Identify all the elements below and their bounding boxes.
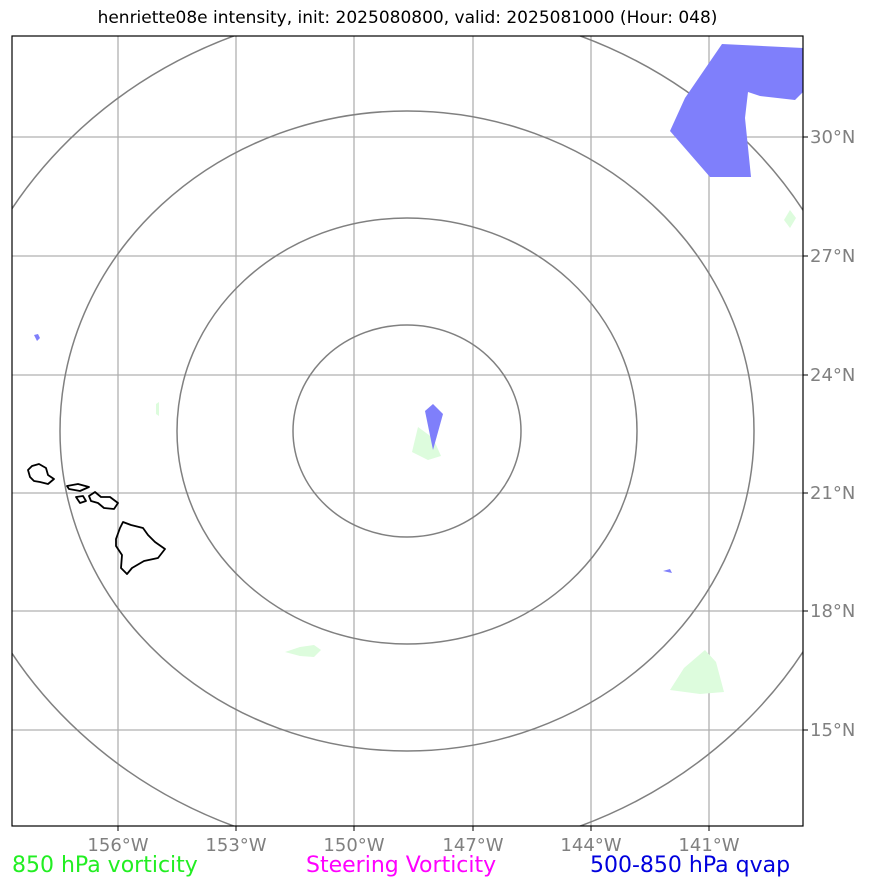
qvap-area-west [34,334,40,341]
hawaii-coastline [27,463,166,575]
qvap-area-northeast [670,44,803,177]
lon-label-144: 144°W [560,835,621,856]
legend-steering-vorticity: Steering Vorticity [306,853,497,878]
range-ring-3 [59,110,755,752]
lat-label-24: 24°N [810,365,855,386]
range-ring-1 [292,324,522,538]
maui-outline [88,491,119,510]
kauai-outline [27,463,55,485]
lat-label-15: 15°N [810,720,855,741]
lon-label-147: 147°W [442,835,503,856]
map-title: henriette08e intensity, init: 2025080800… [97,8,718,28]
lat-label-30: 30°N [810,127,855,148]
vorticity-contours [156,210,796,694]
molokai-outline [75,495,87,504]
lat-label-18: 18°N [810,601,855,622]
vorticity-area-center [412,427,441,460]
big-island-outline [115,521,166,575]
lat-label-27: 27°N [810,246,855,267]
legend-850-vorticity: 850 hPa vorticity [12,853,198,878]
lon-label-141: 141°W [678,835,739,856]
range-rings [12,36,803,826]
oahu-outline [66,483,90,492]
graticule [12,36,803,826]
qvap-contours [34,44,803,573]
vorticity-area-southeast [670,650,724,694]
lon-label-156: 156°W [87,835,148,856]
range-ring-2 [176,217,638,645]
lat-labels: 30°N 27°N 24°N 21°N 18°N 15°N [810,127,855,741]
qvap-area-center [425,404,443,450]
axis-ticks [117,136,808,831]
legend-qvap: 500-850 hPa qvap [590,853,791,878]
plot-frame [11,35,804,827]
qvap-area-east [663,569,672,573]
lat-label-21: 21°N [810,483,855,504]
vorticity-area-northeast [784,210,796,228]
lon-labels: 156°W 153°W 150°W 147°W 144°W 141°W [87,835,739,856]
vorticity-area-west [156,402,159,416]
vorticity-area-south [285,645,321,657]
lon-label-153: 153°W [205,835,266,856]
lon-label-150: 150°W [323,835,384,856]
